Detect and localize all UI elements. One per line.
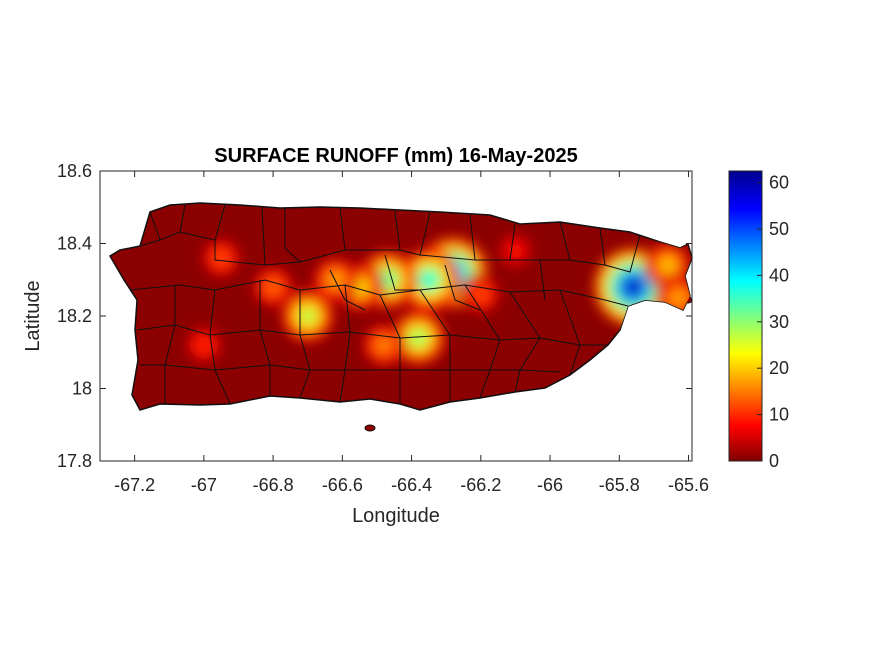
y-axis-label: Latitude: [22, 280, 44, 351]
x-tick-label: -65.6: [668, 475, 709, 495]
colorbar-tick-label: 10: [769, 405, 789, 425]
colorbar: [728, 170, 763, 462]
runoff-hotspot: [299, 308, 316, 324]
x-tick-label: -66.8: [253, 475, 294, 495]
x-tick-label: -67.2: [114, 475, 155, 495]
x-tick-label: -66.6: [322, 475, 363, 495]
y-tick-label: 18.2: [57, 306, 92, 326]
x-tick-label: -66: [537, 475, 563, 495]
y-tick-label: 18.6: [57, 161, 92, 181]
y-tick-label: 17.8: [57, 451, 92, 471]
x-tick-label: -66.4: [391, 475, 432, 495]
runoff-hotspot: [420, 271, 437, 288]
runoff-hotspot: [625, 279, 642, 295]
x-axis: -67.2 -67 -66.8 -66.6 -66.4 -66.2 -66 -65.8 -65.…: [114, 171, 709, 495]
municipality-boundaries: [129, 204, 641, 405]
colorbar-tick-label: 40: [769, 265, 789, 285]
colorbar-tick-label: 50: [769, 219, 789, 239]
runoff-hotspot: [375, 337, 392, 353]
islet: [364, 424, 376, 432]
colorbar-ticks: 0 10 20 30 40 50 60: [757, 173, 789, 471]
runoff-hotspot: [472, 286, 489, 303]
runoff-hotspot: [265, 279, 282, 295]
colorbar-tick-label: 60: [769, 173, 789, 193]
runoff-hotspot: [195, 337, 212, 353]
x-tick-label: -66.2: [460, 475, 501, 495]
runoff-hotspot: [410, 329, 427, 346]
x-tick-label: -67: [191, 475, 217, 495]
x-axis-label: Longitude: [352, 505, 440, 527]
y-tick-label: 18: [72, 379, 92, 399]
y-tick-label: 18.4: [57, 234, 92, 254]
chart-title: SURFACE RUNOFF (mm) 16-May-2025: [214, 145, 577, 167]
x-tick-label: -65.8: [599, 475, 640, 495]
runoff-hotspot: [659, 257, 676, 274]
runoff-hotspot: [670, 289, 687, 306]
colorbar-tick-label: 30: [769, 312, 789, 332]
runoff-hotspot: [213, 250, 230, 266]
colorbar-tick-label: 20: [769, 358, 789, 378]
runoff-hotspot: [507, 242, 524, 259]
y-axis: 17.8 18 18.2 18.4 18.6: [57, 161, 692, 471]
colorbar-tick-label: 0: [769, 451, 779, 471]
